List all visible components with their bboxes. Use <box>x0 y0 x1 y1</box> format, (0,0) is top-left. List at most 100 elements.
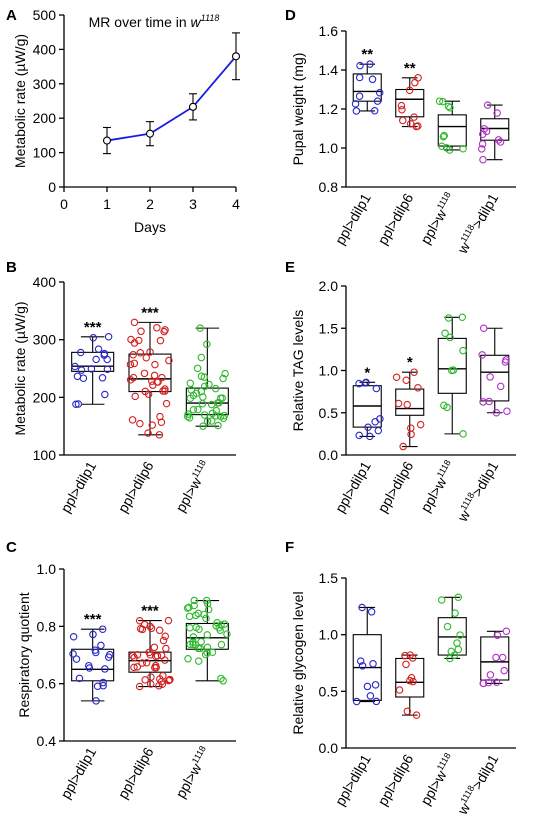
data-point <box>203 631 212 639</box>
data-point <box>371 681 380 689</box>
data-point <box>156 412 164 421</box>
x-tick-label: 1 <box>103 196 111 212</box>
data-point <box>211 384 220 393</box>
data-point <box>186 623 194 632</box>
x-tick-label: ppl>dilp1 <box>332 190 374 247</box>
y-tick-label: 1.0 <box>319 140 339 156</box>
data-point <box>202 596 211 605</box>
y-tick-label: 0.6 <box>37 676 57 692</box>
data-point <box>352 107 361 115</box>
data-point <box>189 633 198 641</box>
data-point <box>371 418 379 426</box>
y-axis-label: Relative glycogen level <box>290 591 306 734</box>
data-point <box>448 366 456 375</box>
x-tick-label: 4 <box>232 196 240 212</box>
data-point <box>69 633 78 641</box>
data-point <box>492 678 501 686</box>
data-point <box>493 109 501 117</box>
data-point <box>103 355 111 364</box>
data-point <box>92 697 100 705</box>
data-point <box>156 336 165 345</box>
data-point <box>410 113 418 121</box>
data-point <box>148 377 156 386</box>
data-point <box>99 678 107 687</box>
data-point <box>165 356 173 365</box>
data-point <box>102 136 112 145</box>
box-ppl>dilp1: *** <box>69 611 115 705</box>
data-point <box>190 601 198 610</box>
data-point <box>458 313 466 322</box>
data-point <box>77 366 86 374</box>
box-iqr <box>352 73 382 102</box>
data-point <box>492 653 500 662</box>
y-tick-label: 200 <box>33 110 57 126</box>
data-point <box>444 314 453 322</box>
y-axis-label: Metabolic rate (µW/g) <box>12 34 28 168</box>
data-point <box>212 622 220 630</box>
data-point <box>496 138 505 146</box>
data-point <box>213 399 222 407</box>
data-point <box>200 411 209 419</box>
data-point <box>189 640 197 649</box>
data-point <box>186 394 195 403</box>
x-tick-label: ppl>dilp6 <box>115 458 157 515</box>
y-tick-label: 1.4 <box>319 62 339 78</box>
data-point <box>480 125 489 133</box>
data-point <box>411 78 419 87</box>
data-point <box>150 643 159 652</box>
data-point <box>140 620 149 629</box>
data-point <box>375 88 384 97</box>
box-ppl>dilp1: ** <box>351 46 384 115</box>
panel-a-line-chart: 0 100 200 300 400 500 Metabolic rate (µW/g) 0 1 2… <box>12 7 240 235</box>
data-point <box>129 373 138 382</box>
x-tick-label: w1118>dilp1 <box>453 751 502 818</box>
data-point <box>131 392 139 401</box>
y-tick-label: 1.0 <box>319 627 339 643</box>
data-point <box>216 626 224 634</box>
data-point <box>200 373 209 381</box>
box-ppl>w1118 <box>183 596 231 685</box>
x-tick-label: ppl>dilp6 <box>115 744 157 801</box>
data-point <box>439 97 447 106</box>
significance-marker: ** <box>404 60 416 77</box>
data-point <box>136 348 145 357</box>
data-point <box>185 414 194 422</box>
data-point <box>416 420 425 429</box>
data-point <box>392 373 401 381</box>
data-point <box>144 429 152 437</box>
y-tick-label: 0 <box>48 179 56 195</box>
panel-label-b: B <box>6 259 17 276</box>
data-point <box>223 630 231 638</box>
data-point <box>129 350 137 359</box>
data-point <box>459 145 467 153</box>
data-point <box>368 75 377 84</box>
data-point <box>367 608 376 616</box>
data-point <box>503 407 511 415</box>
box-ppl>dilp6: ** <box>395 60 425 131</box>
series-line <box>106 55 237 142</box>
significance-marker: * <box>407 354 413 371</box>
data-point <box>364 423 372 431</box>
data-point <box>200 382 209 391</box>
x-tick-label: ppl>dilp6 <box>374 190 416 247</box>
x-tick-label: ppl>w1118 <box>416 190 459 247</box>
x-tick-label: ppl>w1118 <box>416 458 459 515</box>
data-point <box>217 640 226 649</box>
x-tick-label: ppl>w1118 <box>171 744 214 801</box>
box-iqr <box>437 337 467 394</box>
data-point <box>478 351 486 359</box>
y-tick-label: 1.5 <box>319 570 339 586</box>
data-point <box>129 652 137 660</box>
significance-marker: * <box>364 364 370 381</box>
data-point <box>477 145 486 153</box>
data-point <box>438 142 446 151</box>
x-tick-label: ppl>w1118 <box>416 751 459 808</box>
data-point <box>492 408 501 417</box>
data-point <box>406 424 415 432</box>
data-point <box>202 614 210 623</box>
box-ppl>dilp6: *** <box>128 603 174 691</box>
data-point <box>141 676 149 684</box>
data-point <box>212 406 221 415</box>
x-tick-label: ppl>dilp1 <box>57 744 99 801</box>
y-tick-label: 300 <box>33 76 57 92</box>
